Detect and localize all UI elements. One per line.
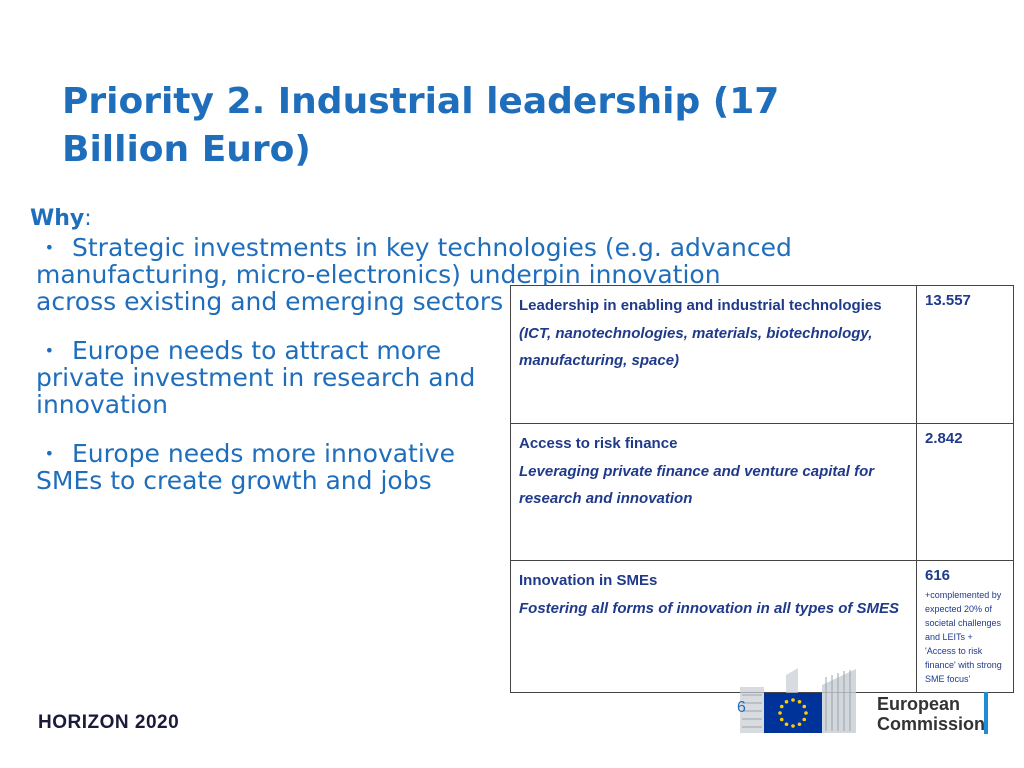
row-amount: 2.842 [925,430,963,447]
page-number: 6 [737,699,746,716]
row-amount: 616 [925,567,951,584]
bullet-list: • Strategic investments in key technologi… [36,234,792,516]
row-subtitle: (ICT, nanotechnologies, materials, biote… [519,324,873,370]
eu-star-icon [784,699,789,704]
european-commission-logo-icon [740,668,856,733]
eu-star-icon [778,711,782,715]
horizon-2020-label: HORIZON 2020 [38,712,180,733]
eu-star-icon [784,722,789,727]
bullet-item: • Europe needs to attract more private in… [36,337,496,418]
table-cell-amount: 616 +complemented by expected 20% of soci… [916,560,1014,693]
table-row: Access to risk finance Leveraging privat… [510,423,1014,561]
row-name: Innovation in SMEs [519,572,658,589]
table-cell-description: Leadership in enabling and industrial te… [510,285,917,424]
eu-star-icon [802,704,807,709]
european-commission-wordmark: European Commission [877,694,985,734]
row-subtitle: Leveraging private finance and venture c… [519,462,875,508]
logo-line-1: European [877,694,961,714]
eu-star-icon [779,717,784,722]
row-name: Leadership in enabling and industrial te… [519,297,882,314]
logo-accent-bar [984,692,988,734]
why-heading: Why: [30,205,92,233]
eu-star-icon [791,698,795,702]
why-colon: : [84,206,92,231]
eu-star-icon [804,711,808,715]
bullet-item: • Strategic investments in key technologi… [36,234,796,315]
logo-line-2: Commission [877,714,986,734]
eu-star-icon [802,717,807,722]
row-name: Access to risk finance [519,435,678,452]
slide-title: Priority 2. Industrial leadership (17 Bi… [62,81,780,170]
why-label: Why [30,206,85,231]
bullet-item: • Europe needs more innovative SMEs to cr… [36,440,516,494]
bullet-marker: • [44,238,54,257]
table-row: Innovation in SMEs Fostering all forms o… [510,560,1014,693]
table-cell-amount: 2.842 [916,423,1014,561]
bullet-marker: • [44,444,54,463]
bullet-text: Europe needs more innovative SMEs to cre… [36,439,455,495]
row-amount: 13.557 [925,292,971,309]
eu-star-icon [797,699,802,704]
bullet-text: Strategic investments in key technologie… [36,233,792,316]
eu-star-icon [779,704,784,709]
table-cell-amount: 13.557 [916,285,1014,424]
bullet-marker: • [44,341,54,360]
funding-table: Leadership in enabling and industrial te… [510,285,1014,693]
eu-star-icon [797,722,802,727]
row-note: +complemented by expected 20% of societa… [925,590,1002,684]
eu-star-icon [791,724,795,728]
table-cell-description: Innovation in SMEs Fostering all forms o… [510,560,917,693]
table-row: Leadership in enabling and industrial te… [510,285,1014,424]
bullet-text: Europe needs to attract more private inv… [36,336,476,419]
row-subtitle: Fostering all forms of innovation in all… [519,599,900,617]
table-cell-description: Access to risk finance Leveraging privat… [510,423,917,561]
